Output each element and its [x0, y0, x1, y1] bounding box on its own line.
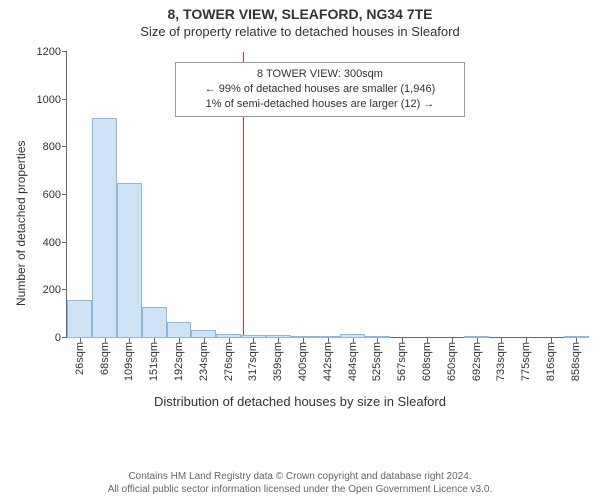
- x-tick-mark: [204, 338, 205, 343]
- y-tick-label: 600: [43, 189, 67, 201]
- x-tick-label: 650sqm: [446, 342, 458, 381]
- y-tick-mark: [62, 242, 67, 243]
- x-tick-mark: [551, 338, 552, 343]
- x-tick-mark: [328, 338, 329, 343]
- histogram-bar: [315, 336, 340, 338]
- x-tick-mark: [229, 338, 230, 343]
- histogram-bar: [167, 322, 191, 338]
- y-tick-mark: [62, 289, 67, 290]
- y-axis-label: Number of detached properties: [14, 141, 28, 306]
- y-tick-label: 1200: [37, 46, 67, 58]
- histogram-bar: [67, 300, 92, 338]
- info-box-line: 1% of semi-detached houses are larger (1…: [184, 97, 456, 112]
- chart-container: Number of detached properties 8 TOWER VI…: [0, 46, 600, 426]
- footer-attribution: Contains HM Land Registry data © Crown c…: [0, 470, 600, 496]
- x-tick-label: 442sqm: [322, 342, 334, 381]
- x-tick-label: 192sqm: [173, 342, 185, 381]
- footer-line: Contains HM Land Registry data © Crown c…: [0, 470, 600, 483]
- x-tick-mark: [452, 338, 453, 343]
- reference-info-box: 8 TOWER VIEW: 300sqm ← 99% of detached h…: [175, 62, 465, 117]
- x-tick-mark: [129, 338, 130, 343]
- x-tick-mark: [253, 338, 254, 343]
- y-tick-label: 0: [55, 332, 67, 344]
- y-tick-label: 800: [43, 141, 67, 153]
- x-tick-mark: [303, 338, 304, 343]
- x-tick-mark: [105, 338, 106, 343]
- x-tick-mark: [80, 338, 81, 343]
- x-tick-mark: [179, 338, 180, 343]
- x-tick-mark: [477, 338, 478, 343]
- info-box-line: 8 TOWER VIEW: 300sqm: [184, 67, 456, 82]
- histogram-bar: [191, 330, 216, 338]
- x-tick-label: 26sqm: [74, 342, 86, 375]
- x-tick-label: 525sqm: [371, 342, 383, 381]
- x-tick-label: 692sqm: [471, 342, 483, 381]
- y-tick-mark: [62, 51, 67, 52]
- y-tick-mark: [62, 194, 67, 195]
- x-tick-label: 858sqm: [570, 342, 582, 381]
- info-box-line: ← 99% of detached houses are smaller (1,…: [184, 82, 456, 97]
- x-tick-mark: [501, 338, 502, 343]
- x-tick-label: 317sqm: [247, 342, 259, 381]
- x-tick-label: 816sqm: [545, 342, 557, 381]
- histogram-bar: [564, 336, 589, 338]
- footer-line: All official public sector information l…: [0, 483, 600, 496]
- x-tick-mark: [278, 338, 279, 343]
- x-tick-mark: [576, 338, 577, 343]
- x-tick-label: 400sqm: [297, 342, 309, 381]
- histogram-bar: [464, 336, 489, 338]
- y-tick-label: 1000: [37, 94, 67, 106]
- x-tick-label: 109sqm: [123, 342, 135, 381]
- chart-subtitle: Size of property relative to detached ho…: [0, 22, 600, 39]
- x-tick-label: 608sqm: [421, 342, 433, 381]
- x-tick-label: 733sqm: [495, 342, 507, 381]
- x-tick-label: 234sqm: [198, 342, 210, 381]
- plot-area: 8 TOWER VIEW: 300sqm ← 99% of detached h…: [66, 52, 588, 338]
- chart-title: 8, TOWER VIEW, SLEAFORD, NG34 7TE: [0, 0, 600, 22]
- x-tick-label: 276sqm: [223, 342, 235, 381]
- histogram-bar: [365, 336, 389, 338]
- histogram-bar: [142, 307, 167, 338]
- x-tick-label: 151sqm: [148, 342, 160, 381]
- x-tick-mark: [154, 338, 155, 343]
- x-tick-label: 484sqm: [347, 342, 359, 381]
- histogram-bar: [117, 183, 142, 338]
- x-tick-label: 359sqm: [272, 342, 284, 381]
- x-tick-mark: [402, 338, 403, 343]
- y-tick-label: 200: [43, 284, 67, 296]
- x-tick-label: 68sqm: [99, 342, 111, 375]
- histogram-bar: [216, 334, 241, 338]
- histogram-bar: [266, 335, 291, 338]
- x-tick-label: 775sqm: [520, 342, 532, 381]
- x-tick-mark: [526, 338, 527, 343]
- histogram-bar: [241, 335, 265, 338]
- x-tick-mark: [427, 338, 428, 343]
- x-tick-label: 567sqm: [396, 342, 408, 381]
- x-axis-label: Distribution of detached houses by size …: [0, 394, 600, 409]
- histogram-bar: [92, 118, 116, 338]
- x-tick-mark: [353, 338, 354, 343]
- y-tick-label: 400: [43, 237, 67, 249]
- histogram-bar: [291, 336, 315, 338]
- y-tick-mark: [62, 99, 67, 100]
- y-tick-mark: [62, 146, 67, 147]
- x-tick-mark: [377, 338, 378, 343]
- histogram-bar: [340, 334, 365, 338]
